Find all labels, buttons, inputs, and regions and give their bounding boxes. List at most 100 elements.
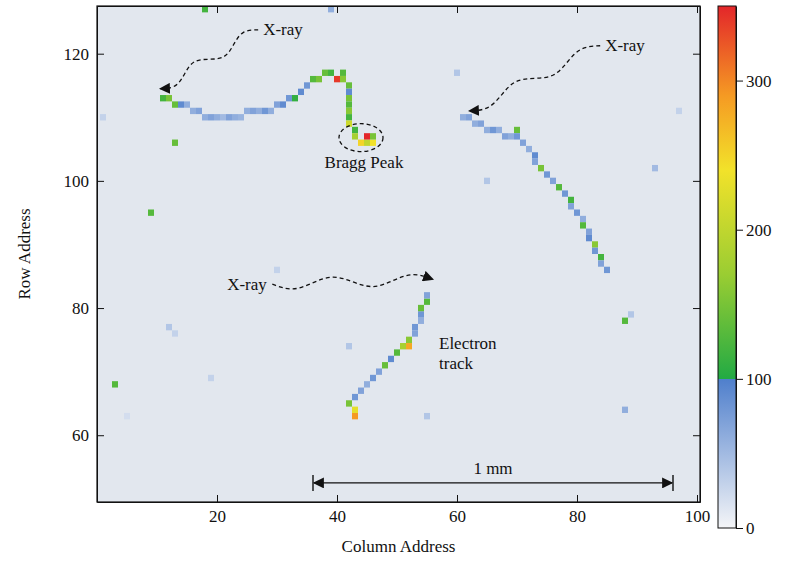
annotation: X-ray xyxy=(605,36,645,55)
tick xyxy=(693,435,700,436)
cell xyxy=(196,108,202,114)
tick: 100 xyxy=(736,370,772,389)
tick xyxy=(697,6,698,13)
annotation: X-ray xyxy=(263,20,303,39)
tick xyxy=(217,6,218,13)
tick: 120 xyxy=(64,45,105,64)
tick-label: 300 xyxy=(746,72,772,91)
cell xyxy=(544,171,550,177)
colorbar-axis: 0100200300 xyxy=(736,7,772,538)
cell xyxy=(370,375,376,381)
cell xyxy=(550,178,556,184)
tick: 40 xyxy=(329,495,346,526)
cell xyxy=(604,267,610,273)
cell xyxy=(418,318,424,324)
axis-line xyxy=(700,7,701,503)
tick xyxy=(337,6,338,13)
cell xyxy=(292,95,298,101)
cell xyxy=(352,407,358,413)
scale-bar-end xyxy=(312,475,313,491)
cell xyxy=(346,114,352,120)
cell xyxy=(424,292,430,298)
xray-arrow xyxy=(272,275,433,289)
tick-mark xyxy=(217,495,218,502)
cell xyxy=(160,95,166,101)
tick-mark xyxy=(217,6,218,13)
scale-bar-line xyxy=(314,482,672,483)
cell xyxy=(556,184,562,190)
cell xyxy=(352,127,358,133)
tick-mark xyxy=(577,495,578,502)
axis-line xyxy=(98,6,701,7)
tick xyxy=(693,308,700,309)
cell xyxy=(208,375,214,381)
tick-mark xyxy=(97,308,104,309)
cell xyxy=(466,114,472,120)
colorbar xyxy=(718,6,736,528)
tick-label: 0 xyxy=(746,519,755,538)
y-axis-right xyxy=(693,7,701,503)
annotation: X-ray xyxy=(227,275,267,294)
cell xyxy=(382,362,388,368)
cell xyxy=(346,400,352,406)
scale-bar-end xyxy=(672,475,673,491)
tick xyxy=(693,181,700,182)
cell xyxy=(262,108,268,114)
cell xyxy=(514,127,520,133)
xray-arrow xyxy=(469,46,600,111)
tick-mark xyxy=(577,6,578,13)
plot-frame xyxy=(97,6,700,502)
tick: 100 xyxy=(64,172,105,191)
cell xyxy=(352,133,358,139)
tick: 20 xyxy=(209,495,226,526)
cell xyxy=(340,76,346,82)
tick-label: 120 xyxy=(64,45,90,64)
tick-mark xyxy=(693,181,700,182)
plot-background xyxy=(97,6,700,502)
y-axis-title: Row Address xyxy=(15,208,34,299)
cell xyxy=(406,337,412,343)
cell xyxy=(190,108,196,114)
cell xyxy=(208,114,214,120)
cell xyxy=(376,368,382,374)
tick-label: 100 xyxy=(685,507,711,526)
cell xyxy=(484,127,490,133)
cell xyxy=(418,305,424,311)
cell xyxy=(592,241,598,247)
tick-mark xyxy=(736,528,743,529)
cell xyxy=(346,89,352,95)
x-axis-title: Column Address xyxy=(342,537,456,556)
annotations: X-rayX-rayX-rayBragg PeakElectrontrack xyxy=(160,20,645,372)
cell xyxy=(322,70,328,76)
cell xyxy=(592,248,598,254)
cell xyxy=(286,95,292,101)
cell xyxy=(352,413,358,419)
cell xyxy=(520,140,526,146)
cell xyxy=(628,311,634,317)
cell xyxy=(364,133,370,139)
tick: 80 xyxy=(72,299,104,318)
cell xyxy=(538,165,544,171)
cell xyxy=(184,101,190,107)
cell xyxy=(424,413,430,419)
cell xyxy=(364,140,370,146)
cell xyxy=(178,101,184,107)
cell xyxy=(532,159,538,165)
cell xyxy=(202,114,208,120)
tick-mark xyxy=(337,6,338,13)
cell xyxy=(232,114,238,120)
tick: 60 xyxy=(72,426,104,445)
cell xyxy=(280,101,286,107)
cell xyxy=(574,209,580,215)
cell xyxy=(502,133,508,139)
cell xyxy=(568,197,574,203)
cell xyxy=(622,318,628,324)
cell xyxy=(316,76,322,82)
cell xyxy=(328,70,334,76)
cell xyxy=(346,101,352,107)
cell xyxy=(268,108,274,114)
cell xyxy=(580,222,586,228)
tick-mark xyxy=(736,230,743,231)
annotation-line: track xyxy=(439,354,473,373)
cell xyxy=(166,95,172,101)
